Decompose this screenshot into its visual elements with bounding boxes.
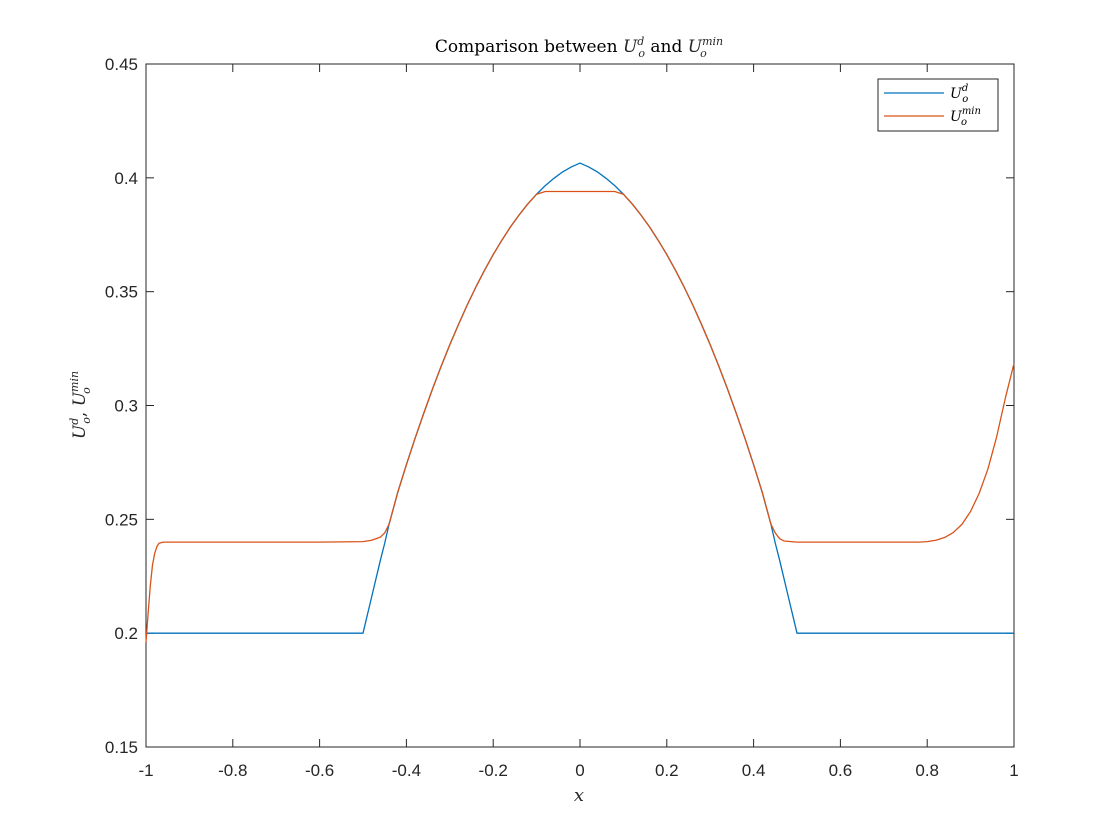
legend-symbol-1: U [950, 86, 963, 102]
y-label-separator: , [70, 406, 90, 417]
legend: Ud o Umin o [877, 78, 999, 132]
x-tick-label: -0.2 [479, 761, 508, 780]
x-tick-label: 0.2 [655, 761, 679, 780]
legend-subscript-1: o [962, 94, 968, 105]
legend-label-series-2: Umin o [950, 106, 981, 128]
title-prefix: Comparison between [435, 37, 623, 57]
y-label-subscript-2: o [80, 387, 93, 394]
legend-superscript-1: d [962, 83, 968, 94]
y-tick-label: 0.4 [114, 169, 138, 188]
x-tick-label: 0.6 [829, 761, 853, 780]
title-mid: and [645, 37, 688, 57]
y-label-symbol-2: U [70, 391, 90, 406]
legend-superscript-2: min [962, 106, 981, 117]
y-label-symbol-1: U [70, 424, 90, 439]
y-tick-label: 0.45 [105, 55, 138, 74]
title-subscript-1: o [638, 47, 645, 60]
x-tick-label: -0.6 [305, 761, 334, 780]
y-label-subscript-1: o [80, 417, 93, 424]
plot-area [145, 63, 1015, 748]
x-tick-label: 1 [1009, 761, 1018, 780]
title-subscript-2: o [700, 47, 707, 60]
y-tick-label: 0.35 [105, 283, 138, 302]
series-line-2 [145, 190, 1015, 643]
legend-label-series-1: Ud o [950, 83, 968, 105]
x-tick-label: 0 [575, 761, 584, 780]
y-tick-label: 0.3 [114, 397, 138, 416]
y-axis-ticks: 0.15 0.2 0.25 0.3 0.35 0.4 0.45 [105, 55, 1014, 757]
x-axis-ticks: -1 -0.8 -0.6 -0.4 -0.2 0 0.2 0.4 0.6 0.8 1 [138, 64, 1019, 780]
y-label-superscript-1: d [68, 418, 81, 425]
x-tick-label: -1 [138, 761, 153, 780]
y-label-superscript-2: min [68, 371, 81, 392]
x-tick-label: -0.8 [218, 761, 247, 780]
title-symbol-1: U [623, 37, 638, 57]
y-tick-label: 0.15 [105, 738, 138, 757]
x-tick-label: 0.8 [915, 761, 939, 780]
chart-title: Comparison between Ud o and Umin o [435, 35, 723, 60]
title-symbol-2: U [688, 37, 703, 57]
title-superscript-1: d [637, 35, 644, 48]
x-tick-label: -0.4 [392, 761, 421, 780]
x-axis-label: x [574, 785, 584, 806]
legend-symbol-2: U [950, 109, 963, 125]
y-tick-label: 0.2 [114, 624, 138, 643]
y-axis-label: Udo, Umino [68, 371, 93, 439]
y-tick-label: 0.25 [105, 510, 138, 529]
series-layer [145, 162, 1015, 643]
legend-subscript-2: o [961, 117, 967, 128]
x-tick-label: 0.4 [742, 761, 766, 780]
legend-box [877, 78, 999, 132]
title-superscript-2: min [702, 35, 723, 48]
